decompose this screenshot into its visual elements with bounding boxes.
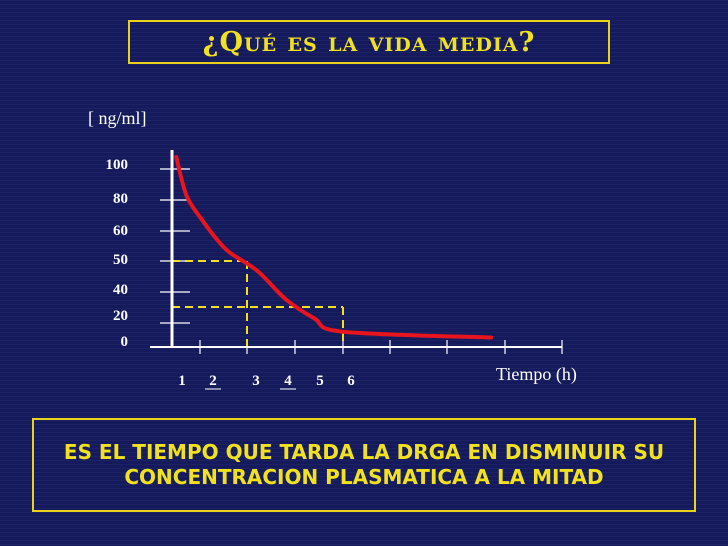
- y-tick-label: 20: [113, 308, 128, 324]
- y-tick-label: 100: [106, 157, 129, 173]
- x-tick-label: 1: [178, 373, 186, 389]
- half-life-guides: [172, 260, 344, 347]
- y-tick-label: 50: [113, 252, 128, 268]
- axis-ticks: [160, 168, 563, 354]
- y-tick-label: 40: [113, 282, 128, 298]
- x-tick-label: 4: [284, 373, 292, 389]
- y-tick-label: 60: [113, 223, 128, 239]
- concentration-curve: [174, 155, 493, 340]
- definition-box: ES EL TIEMPO QUE TARDA LA DRGA EN DISMIN…: [32, 418, 696, 512]
- x-tick-label: 2: [209, 373, 217, 389]
- x-axis-label: Tiempo (h): [496, 364, 577, 385]
- y-tick-labels: 100 80 60 50 40 20 0: [106, 157, 129, 350]
- definition-text: ES EL TIEMPO QUE TARDA LA DRGA EN DISMIN…: [63, 440, 665, 489]
- x-tick-label: 6: [347, 373, 355, 389]
- x-tick-labels: 1 2 3 4 5 6: [178, 373, 355, 390]
- x-tick-label: 5: [316, 373, 324, 389]
- y-tick-label: 80: [113, 191, 128, 207]
- x-tick-label: 3: [252, 373, 260, 389]
- y-axis-label: [ ng/ml]: [88, 108, 147, 128]
- y-tick-label: 0: [121, 334, 129, 350]
- slide-title: ¿Qué es la vida media?: [128, 20, 610, 64]
